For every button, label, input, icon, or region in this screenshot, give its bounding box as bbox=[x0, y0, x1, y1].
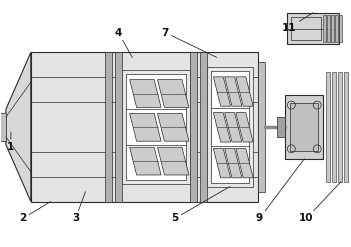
Text: 11: 11 bbox=[282, 13, 313, 33]
Bar bbox=[332, 72, 336, 182]
Text: 3: 3 bbox=[72, 192, 86, 224]
Polygon shape bbox=[130, 113, 161, 141]
Bar bbox=[211, 71, 249, 183]
Text: 7: 7 bbox=[161, 27, 217, 57]
Bar bbox=[31, 52, 258, 202]
Polygon shape bbox=[213, 148, 231, 178]
Text: 10: 10 bbox=[299, 182, 341, 224]
Bar bbox=[115, 52, 122, 202]
Bar bbox=[0, 113, 6, 141]
Polygon shape bbox=[236, 148, 253, 178]
Bar bbox=[277, 117, 285, 137]
Polygon shape bbox=[158, 80, 189, 107]
Polygon shape bbox=[158, 147, 189, 175]
Bar bbox=[126, 74, 186, 180]
Polygon shape bbox=[225, 113, 242, 142]
Polygon shape bbox=[6, 52, 31, 202]
Bar bbox=[285, 95, 323, 159]
Polygon shape bbox=[236, 77, 253, 106]
Bar bbox=[207, 67, 253, 187]
Bar bbox=[331, 15, 334, 42]
Bar bbox=[335, 15, 338, 42]
Text: 1: 1 bbox=[7, 132, 14, 152]
Bar bbox=[287, 13, 339, 44]
Polygon shape bbox=[130, 147, 161, 175]
Bar bbox=[200, 52, 207, 202]
Bar bbox=[258, 62, 265, 192]
Text: 9: 9 bbox=[256, 159, 304, 224]
Polygon shape bbox=[225, 148, 242, 178]
Bar bbox=[31, 52, 258, 202]
Bar bbox=[350, 72, 351, 182]
Text: 4: 4 bbox=[115, 27, 132, 57]
Bar bbox=[326, 72, 330, 182]
Bar bbox=[344, 72, 348, 182]
Polygon shape bbox=[213, 113, 231, 142]
Bar bbox=[290, 103, 318, 151]
Bar bbox=[323, 15, 326, 42]
Bar bbox=[339, 15, 342, 42]
Polygon shape bbox=[236, 113, 253, 142]
Polygon shape bbox=[130, 80, 161, 107]
Text: 5: 5 bbox=[171, 187, 230, 224]
Polygon shape bbox=[225, 77, 242, 106]
Bar bbox=[338, 72, 342, 182]
Polygon shape bbox=[213, 77, 231, 106]
Bar bbox=[327, 15, 330, 42]
Bar bbox=[190, 52, 197, 202]
Bar bbox=[122, 70, 190, 184]
Text: 2: 2 bbox=[19, 202, 51, 224]
Polygon shape bbox=[158, 113, 189, 141]
Bar bbox=[105, 52, 112, 202]
Bar bbox=[291, 17, 321, 41]
